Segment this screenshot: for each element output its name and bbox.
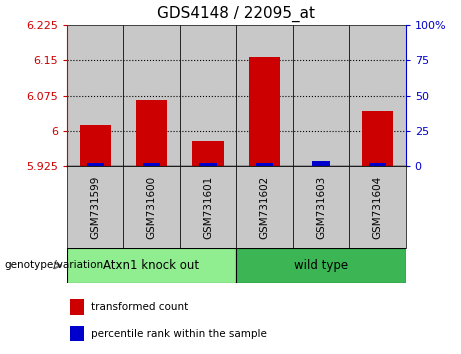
Text: GSM731601: GSM731601: [203, 176, 213, 239]
Text: GSM731602: GSM731602: [260, 176, 270, 239]
Text: GSM731603: GSM731603: [316, 176, 326, 239]
Bar: [349, 25, 406, 166]
Text: GSM731599: GSM731599: [90, 175, 100, 239]
Text: percentile rank within the sample: percentile rank within the sample: [90, 329, 266, 339]
Bar: [70, 299, 84, 315]
Bar: [70, 326, 84, 341]
Text: Atxn1 knock out: Atxn1 knock out: [103, 259, 200, 272]
Text: transformed count: transformed count: [90, 302, 188, 312]
Bar: [193, 141, 224, 166]
Bar: [313, 161, 330, 166]
Text: GSM731600: GSM731600: [147, 176, 157, 239]
Bar: [123, 166, 180, 248]
Bar: [67, 166, 123, 248]
Bar: [87, 162, 104, 166]
Text: genotype/variation: genotype/variation: [5, 261, 104, 270]
Bar: [236, 25, 293, 166]
Bar: [293, 166, 349, 248]
Text: wild type: wild type: [294, 259, 348, 272]
Bar: [256, 162, 273, 166]
Bar: [362, 111, 393, 166]
Bar: [369, 162, 386, 166]
Bar: [200, 162, 217, 166]
Bar: [249, 57, 280, 166]
Title: GDS4148 / 22095_at: GDS4148 / 22095_at: [157, 6, 315, 22]
Bar: [349, 166, 406, 248]
Bar: [293, 25, 349, 166]
Bar: [67, 25, 123, 166]
Bar: [180, 25, 236, 166]
Bar: [236, 166, 293, 248]
Bar: [236, 248, 406, 283]
Bar: [67, 248, 236, 283]
Bar: [136, 100, 167, 166]
Bar: [123, 25, 180, 166]
Bar: [143, 162, 160, 166]
Text: GSM731604: GSM731604: [372, 176, 383, 239]
Bar: [180, 166, 236, 248]
Bar: [80, 125, 111, 166]
